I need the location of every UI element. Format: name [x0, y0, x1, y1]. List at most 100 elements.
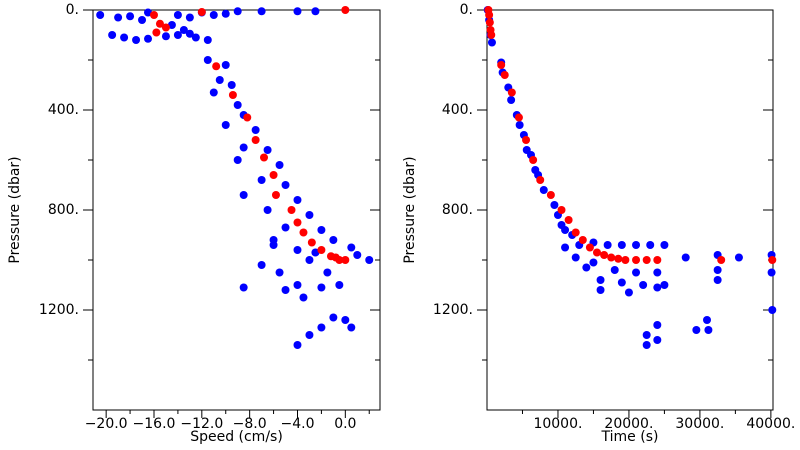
point [191, 33, 200, 42]
x-tick-label: −12.0 [180, 416, 223, 432]
point [269, 171, 278, 179]
point [561, 243, 570, 252]
point [305, 256, 314, 264]
point [233, 101, 242, 109]
point [660, 281, 669, 289]
point [120, 33, 129, 42]
point [717, 256, 726, 264]
point [621, 256, 630, 264]
point [233, 7, 242, 16]
point [152, 28, 161, 37]
y-tick-label: 0. [66, 2, 79, 18]
point [239, 283, 248, 292]
y-tick-label: 1200. [39, 302, 79, 318]
point [653, 283, 662, 292]
point [653, 321, 662, 329]
point [768, 306, 777, 314]
point [209, 88, 218, 97]
point [155, 19, 164, 28]
point [639, 281, 648, 289]
point [293, 281, 302, 289]
point [624, 288, 633, 297]
point [561, 226, 570, 234]
point [578, 236, 587, 244]
point [257, 176, 266, 184]
point [507, 96, 516, 104]
point [331, 253, 340, 262]
point [271, 191, 280, 199]
point [603, 241, 612, 249]
point [610, 266, 619, 274]
point [522, 136, 531, 144]
point [546, 191, 555, 199]
point [305, 211, 314, 219]
point [497, 61, 506, 69]
point [243, 113, 252, 122]
point [185, 13, 194, 22]
point [132, 36, 141, 44]
point [487, 38, 496, 47]
x-tick-label: 30000. [675, 416, 724, 432]
x-axis-label: Speed (cm/s) [190, 429, 283, 445]
point [221, 9, 230, 18]
point [317, 283, 326, 292]
point [529, 156, 538, 164]
point [293, 341, 302, 349]
point [646, 241, 655, 249]
point [275, 161, 284, 169]
point [299, 228, 308, 237]
point [347, 323, 356, 332]
point [335, 281, 344, 289]
point [632, 241, 641, 249]
point [617, 278, 626, 287]
point [704, 326, 713, 334]
y-axis-label: Pressure (dbar) [7, 156, 23, 263]
point [260, 153, 269, 162]
point [681, 253, 690, 262]
point [257, 7, 266, 16]
point [614, 254, 623, 263]
point [653, 268, 662, 277]
point [539, 186, 548, 194]
point [221, 61, 230, 69]
plot-frame [486, 9, 774, 411]
point [713, 276, 722, 284]
point [564, 216, 573, 224]
point [642, 341, 651, 349]
point [485, 11, 494, 19]
point [317, 246, 326, 254]
point [144, 34, 153, 43]
point [311, 7, 320, 16]
point [167, 21, 176, 29]
point [173, 31, 182, 39]
point [341, 256, 350, 264]
point [239, 143, 248, 152]
point [293, 218, 302, 227]
point [281, 223, 290, 232]
x-tick-label: 40000. [746, 416, 795, 432]
point [514, 113, 523, 122]
x-tick-label: −4.0 [280, 416, 314, 432]
point [263, 146, 272, 154]
point [144, 8, 153, 17]
point [203, 36, 212, 44]
point [239, 191, 248, 199]
y-tick-label: 1200. [433, 302, 473, 318]
point [632, 256, 641, 264]
point [329, 313, 338, 322]
x-tick-label: 0.0 [334, 416, 356, 432]
point [161, 23, 170, 32]
point [589, 258, 598, 267]
point [173, 11, 182, 19]
point [311, 248, 320, 257]
point [734, 253, 743, 262]
point [487, 31, 496, 39]
point [660, 241, 669, 249]
x-tick-label: −8.0 [233, 416, 267, 432]
y-tick-label: 400. [48, 102, 79, 118]
point [209, 11, 218, 19]
x-axis-label: Time (s) [601, 429, 659, 445]
point [203, 56, 212, 64]
point [347, 243, 356, 252]
point [275, 268, 284, 277]
